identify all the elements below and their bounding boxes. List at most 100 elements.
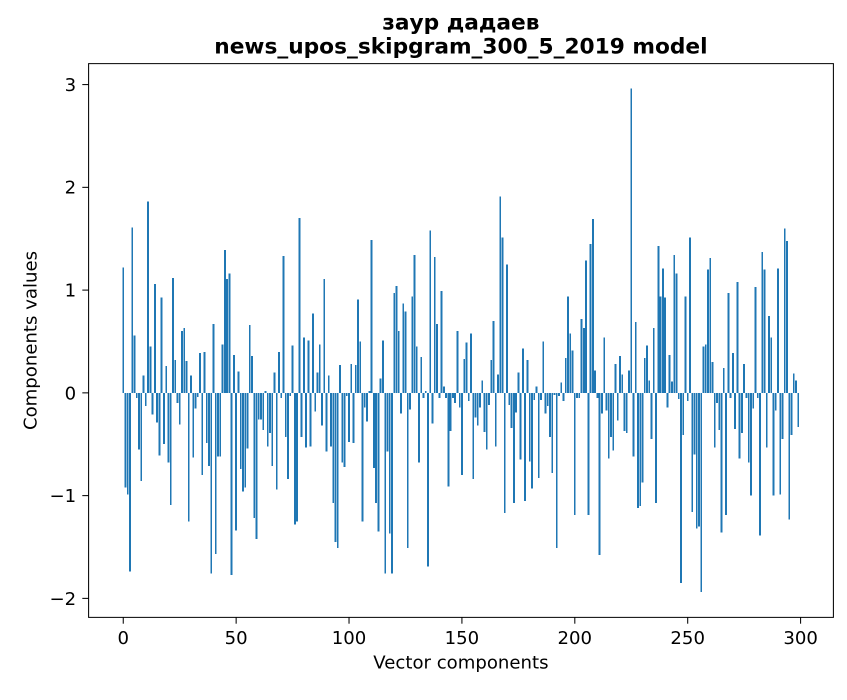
bar-27 bbox=[183, 328, 186, 393]
bar-173 bbox=[512, 392, 515, 503]
bar-52 bbox=[239, 392, 242, 469]
bar-23 bbox=[174, 359, 177, 393]
bar-246 bbox=[677, 392, 680, 400]
bar-201 bbox=[576, 392, 578, 398]
bar-112 bbox=[375, 392, 378, 503]
bar-236 bbox=[655, 392, 657, 503]
y-tick-label-−2: −2 bbox=[50, 589, 77, 610]
bar-240 bbox=[664, 297, 667, 393]
bar-65 bbox=[269, 392, 271, 433]
bar-180 bbox=[528, 392, 531, 462]
y-axis-label: Components values bbox=[21, 251, 42, 430]
bar-260 bbox=[709, 258, 712, 393]
bar-58 bbox=[253, 392, 256, 519]
bar-215 bbox=[607, 392, 610, 459]
bar-202 bbox=[578, 392, 581, 398]
x-axis-label: Vector components bbox=[373, 653, 548, 674]
bar-146 bbox=[451, 392, 454, 398]
bar-66 bbox=[271, 392, 274, 466]
bar-63 bbox=[264, 390, 267, 393]
bar-207 bbox=[589, 243, 592, 393]
bar-182 bbox=[533, 392, 536, 401]
bar-226 bbox=[632, 392, 635, 457]
bar-92 bbox=[330, 392, 332, 447]
bar-1 bbox=[124, 392, 127, 488]
bar-272 bbox=[736, 281, 739, 393]
bar-80 bbox=[302, 337, 305, 393]
x-tick-label-200: 200 bbox=[558, 628, 593, 649]
bar-105 bbox=[359, 341, 362, 393]
x-tick-label-50: 50 bbox=[225, 628, 248, 649]
bar-195 bbox=[562, 392, 565, 402]
bar-54 bbox=[244, 392, 247, 488]
bar-18 bbox=[162, 392, 165, 445]
bar-123 bbox=[400, 392, 402, 414]
bar-163 bbox=[490, 359, 493, 393]
bar-51 bbox=[237, 371, 240, 393]
bar-295 bbox=[788, 392, 791, 520]
bar-264 bbox=[718, 392, 721, 430]
bar-253 bbox=[693, 392, 696, 455]
bar-132 bbox=[420, 356, 423, 393]
bar-243 bbox=[670, 381, 673, 393]
bar-73 bbox=[287, 392, 289, 480]
bar-153 bbox=[467, 392, 470, 402]
bar-104 bbox=[357, 299, 359, 393]
bar-72 bbox=[284, 392, 287, 438]
bar-237 bbox=[657, 245, 660, 393]
bar-84 bbox=[312, 313, 314, 393]
bar-283 bbox=[761, 252, 764, 393]
bar-165 bbox=[494, 392, 497, 447]
bar-242 bbox=[668, 354, 671, 393]
bar-101 bbox=[350, 364, 353, 393]
bar-288 bbox=[772, 392, 775, 496]
bar-87 bbox=[318, 344, 321, 393]
bar-209 bbox=[594, 370, 597, 393]
bar-147 bbox=[454, 392, 457, 404]
bar-268 bbox=[727, 293, 730, 393]
bar-291 bbox=[779, 392, 782, 495]
bar-222 bbox=[623, 392, 626, 431]
bar-224 bbox=[628, 370, 630, 393]
bar-233 bbox=[648, 380, 651, 393]
bar-258 bbox=[704, 344, 707, 393]
bar-221 bbox=[621, 374, 624, 393]
bar-245 bbox=[675, 273, 678, 393]
bar-136 bbox=[429, 230, 432, 393]
bar-228 bbox=[637, 392, 639, 508]
bar-31 bbox=[192, 392, 195, 458]
x-tick-label-100: 100 bbox=[332, 628, 367, 649]
bar-208 bbox=[591, 219, 594, 393]
bar-162 bbox=[488, 392, 490, 406]
bar-167 bbox=[499, 196, 502, 393]
bar-188 bbox=[546, 392, 549, 407]
bar-8 bbox=[140, 392, 143, 482]
bar-135 bbox=[427, 392, 429, 567]
y-tick-label-3: 3 bbox=[65, 75, 77, 96]
bar-213 bbox=[603, 337, 606, 393]
bar-62 bbox=[262, 392, 265, 430]
bar-225 bbox=[630, 88, 633, 393]
bar-11 bbox=[147, 201, 149, 393]
bar-100 bbox=[348, 392, 350, 443]
bar-185 bbox=[540, 392, 542, 401]
bar-141 bbox=[440, 291, 443, 393]
bar-42 bbox=[217, 392, 219, 457]
bar-109 bbox=[368, 390, 371, 393]
bar-210 bbox=[596, 392, 599, 398]
bar-217 bbox=[612, 392, 615, 451]
bar-294 bbox=[786, 240, 788, 393]
bar-287 bbox=[770, 337, 773, 393]
bar-254 bbox=[695, 392, 698, 529]
bar-29 bbox=[187, 392, 190, 522]
bar-26 bbox=[181, 331, 183, 393]
bar-7 bbox=[138, 392, 140, 450]
bar-25 bbox=[178, 392, 181, 425]
bar-255 bbox=[698, 392, 700, 527]
bar-156 bbox=[474, 392, 477, 418]
bar-212 bbox=[601, 392, 603, 414]
bar-230 bbox=[641, 392, 644, 483]
bar-2 bbox=[126, 392, 129, 495]
bar-252 bbox=[691, 392, 694, 513]
